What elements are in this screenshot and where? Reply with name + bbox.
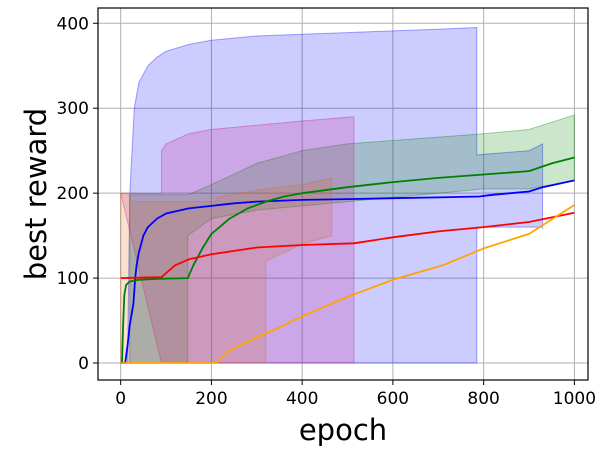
series-line: [120, 179, 575, 364]
x-tick-label: 800: [467, 389, 499, 409]
series-line: [120, 211, 575, 279]
x-tick-label: 400: [286, 389, 318, 409]
series-line: [120, 156, 575, 364]
x-tick-label: 600: [377, 389, 409, 409]
y-tick-label: 300: [57, 99, 89, 119]
y-tick-label: 400: [57, 14, 89, 34]
x-axis-ticks: 0 200 400 600 800 1000: [115, 380, 596, 409]
y-tick-label: 0: [78, 354, 89, 374]
y-tick-label: 100: [57, 269, 89, 289]
y-axis-label: best reward: [19, 108, 53, 280]
x-tick-label: 1000: [553, 389, 596, 409]
y-tick-label: 200: [57, 184, 89, 204]
bands: [120, 26, 575, 364]
lines: [120, 156, 575, 364]
series-line: [120, 204, 575, 364]
x-tick-label: 200: [195, 389, 227, 409]
x-axis-label: epoch: [299, 413, 387, 447]
plot-frame: [97, 7, 589, 381]
x-tick-label: 0: [115, 389, 126, 409]
y-axis-ticks: 0 100 200 300 400: [57, 14, 98, 374]
